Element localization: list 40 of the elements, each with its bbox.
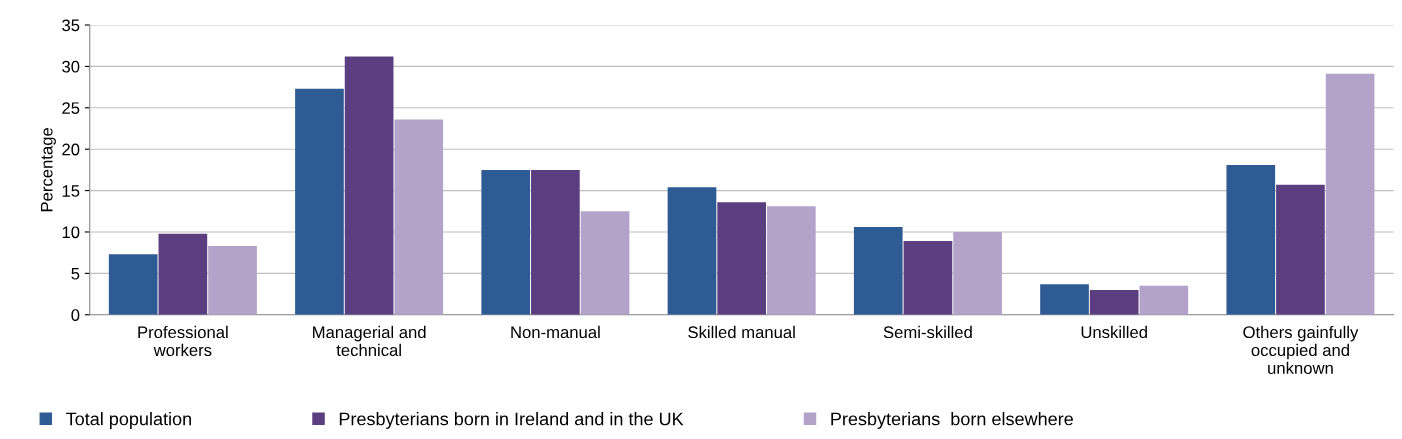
y-tick-label: 5: [71, 267, 80, 280]
bar: [903, 241, 953, 315]
bar: [580, 211, 630, 315]
bar: [717, 202, 766, 315]
bar: [531, 169, 580, 315]
y-axis-title: Percentage: [40, 128, 56, 212]
y-tick-label: 20: [62, 143, 80, 156]
bar: [1226, 164, 1276, 315]
y-tick-label: 35: [62, 19, 80, 32]
x-tick-label: Others gainfully occupied and unknown: [1243, 325, 1359, 375]
x-tick-label: Managerial and technical: [313, 325, 426, 357]
bar: [394, 119, 444, 315]
bar: [766, 206, 816, 315]
bar: [108, 254, 158, 315]
bar: [1040, 284, 1089, 315]
y-tick-label: 30: [62, 60, 80, 73]
y-tick-label: 10: [62, 226, 80, 239]
bar: [158, 233, 208, 315]
bar: [481, 169, 531, 315]
bar: [667, 187, 717, 315]
bar: [295, 88, 344, 315]
x-tick-label: Skilled manual: [688, 325, 795, 339]
x-tick-label: Semi-skilled: [883, 325, 972, 339]
bar: [1089, 289, 1139, 315]
legend-label: Presbyterians born elsewhere: [831, 412, 1073, 429]
legend-label: Presbyterians born in Ireland and in the UK: [339, 412, 684, 429]
x-tick-label: Non-manual: [511, 325, 600, 339]
bar: [208, 246, 257, 315]
bar: [1325, 73, 1375, 315]
y-tick-label: 25: [62, 102, 80, 115]
bar: [953, 231, 1002, 315]
bar: [1276, 184, 1325, 315]
bar: [1139, 285, 1189, 315]
legend-label: Total population: [66, 412, 191, 429]
bar: [344, 56, 394, 315]
x-tick-label: Professional workers: [138, 325, 228, 357]
y-tick-label: 0: [71, 309, 80, 321]
bar: [853, 227, 903, 315]
x-tick-label: Unskilled: [1081, 325, 1147, 339]
y-tick-label: 15: [62, 185, 80, 197]
